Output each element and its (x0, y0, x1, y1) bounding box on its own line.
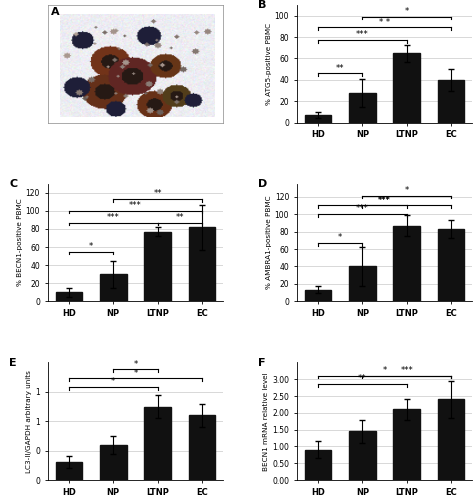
Text: *: * (133, 368, 137, 378)
Text: *: * (404, 186, 408, 195)
Text: **: ** (357, 374, 366, 384)
Text: *: * (111, 378, 115, 386)
Text: F: F (258, 358, 265, 368)
Text: * *: * * (378, 18, 389, 26)
Text: ***: *** (377, 196, 390, 204)
Y-axis label: % BECN1-positive PBMC: % BECN1-positive PBMC (17, 198, 23, 286)
Bar (437, 229, 463, 302)
Bar (100, 274, 126, 301)
Bar (144, 406, 170, 480)
Text: **: ** (153, 190, 161, 198)
Y-axis label: LC3-II/GAPDH arbitrary units: LC3-II/GAPDH arbitrary units (26, 370, 32, 472)
Bar (100, 444, 126, 480)
Text: E: E (9, 358, 17, 368)
Text: ***: *** (355, 30, 368, 40)
Bar (304, 290, 331, 302)
Bar (56, 292, 82, 302)
Bar (188, 227, 215, 302)
Text: *: * (337, 233, 342, 242)
Bar (437, 400, 463, 480)
Text: ***: *** (399, 366, 412, 375)
Bar (348, 432, 375, 480)
Bar (348, 266, 375, 302)
Text: *: * (133, 360, 137, 368)
Text: A: A (51, 8, 60, 18)
Text: B: B (258, 0, 266, 10)
Bar (393, 226, 419, 302)
Bar (304, 450, 331, 480)
Bar (393, 53, 419, 122)
Text: ***: *** (377, 196, 390, 204)
Bar (188, 416, 215, 480)
Text: **: ** (175, 213, 184, 222)
Text: **: ** (335, 64, 344, 72)
Bar (304, 115, 331, 122)
Y-axis label: % AMBRA1-positive PBMC: % AMBRA1-positive PBMC (265, 196, 271, 290)
Text: ***: *** (129, 201, 141, 210)
Bar (348, 92, 375, 122)
Bar (393, 410, 419, 480)
Text: C: C (9, 179, 17, 189)
Y-axis label: % ATG5-positive PBMC: % ATG5-positive PBMC (265, 22, 271, 105)
Y-axis label: BECN1 mRNA relative level: BECN1 mRNA relative level (263, 372, 269, 470)
Bar (437, 80, 463, 122)
Text: *: * (89, 242, 93, 251)
Text: *: * (404, 7, 408, 16)
Text: D: D (258, 179, 267, 189)
Bar (56, 462, 82, 480)
Bar (144, 232, 170, 302)
Text: ***: *** (107, 213, 119, 222)
Text: *: * (382, 366, 386, 375)
Text: ***: *** (355, 204, 368, 214)
